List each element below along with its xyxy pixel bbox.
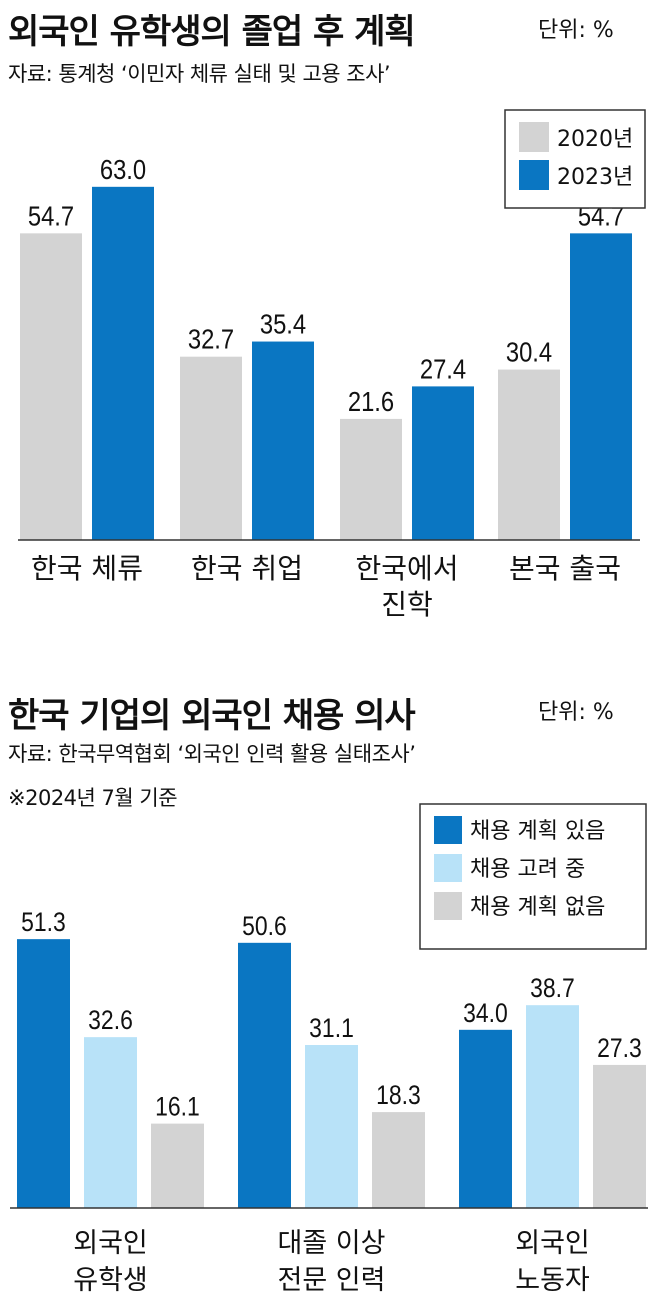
- bar: [412, 386, 474, 540]
- legend-swatch: [519, 160, 549, 190]
- unit-label: 단위: %: [538, 700, 614, 725]
- data-label: 18.3: [376, 1080, 421, 1110]
- bar: [238, 942, 291, 1208]
- data-label: 63.0: [100, 153, 146, 185]
- legend-label: 채용 계획 없음: [470, 895, 605, 920]
- legend-swatch: [434, 892, 462, 920]
- data-label: 31.1: [309, 1013, 354, 1043]
- bar: [20, 233, 82, 540]
- category-label: 진학: [381, 588, 433, 621]
- unit-label: 단위: %: [538, 18, 614, 43]
- category-label: 본국 출국: [509, 552, 621, 585]
- category-label: 외국인: [515, 1228, 590, 1259]
- data-label: 32.6: [88, 1005, 133, 1035]
- bar: [526, 1005, 579, 1208]
- data-label: 54.7: [28, 199, 74, 231]
- bar-chart-graduation-plans: 54.7 63.0 한국 체류 32.7 35.4 한국 취업 21.6 27.4 한국에서진학…: [18, 109, 646, 621]
- legend-swatch: [434, 816, 462, 844]
- category-label: 한국 취업: [191, 552, 303, 585]
- bar: [180, 356, 242, 540]
- legend-label: 2023년: [557, 165, 633, 190]
- bar-group: 51.3 32.6 16.1: [17, 907, 204, 1208]
- category-label: 한국에서: [355, 552, 458, 585]
- data-label: 27.3: [597, 1033, 642, 1063]
- category-label: 전문 인력: [278, 1265, 386, 1295]
- legend-label: 2020년: [557, 127, 633, 152]
- data-label: 27.4: [420, 353, 466, 385]
- bar-group: 54.7 63.0: [20, 153, 154, 540]
- bar: [84, 1037, 137, 1208]
- bar: [151, 1123, 204, 1208]
- source-label: 자료: 한국무역협회 ‘외국인 인력 활용 실태조사’: [8, 742, 416, 766]
- bar: [593, 1064, 646, 1208]
- data-label: 16.1: [155, 1092, 200, 1122]
- data-label: 21.6: [348, 385, 394, 417]
- source-label: 자료: 통계청 ‘이민자 체류 실태 및 고용 조사’: [8, 62, 391, 86]
- data-label: 38.7: [530, 973, 575, 1003]
- bar-group: 32.7 35.4: [180, 308, 314, 540]
- bar-group: 21.6 27.4: [340, 353, 474, 540]
- data-label: 51.3: [21, 907, 66, 937]
- category-label: 외국인: [73, 1228, 148, 1259]
- category-label: 대졸 이상: [278, 1228, 386, 1259]
- legend: 2020년 2023년: [504, 109, 646, 209]
- chart-title: 한국 기업의 외국인 채용 의사: [8, 696, 416, 736]
- chart-panel-graduation-plans: 외국인 유학생의 졸업 후 계획 단위: % 자료: 통계청 ‘이민자 체류 실…: [0, 0, 657, 640]
- chart-panel-hiring-intent: 한국 기업의 외국인 채용 의사 단위: % 자료: 한국무역협회 ‘외국인 인…: [0, 670, 657, 1295]
- bar: [372, 1112, 425, 1208]
- note-label: ※2024년 7월 기준: [8, 786, 178, 810]
- bar-group: 50.6 31.1 18.3: [238, 911, 425, 1208]
- bar: [459, 1029, 512, 1208]
- legend-swatch: [519, 122, 549, 152]
- bar: [252, 341, 314, 540]
- chart-title: 외국인 유학생의 졸업 후 계획: [8, 12, 416, 52]
- bar: [92, 186, 154, 540]
- category-label: 한국 체류: [31, 552, 143, 585]
- bar: [340, 418, 402, 540]
- bar-group: 34.0 38.7 27.3: [459, 973, 646, 1208]
- legend-swatch: [434, 854, 462, 882]
- bar: [570, 233, 632, 540]
- bar: [305, 1045, 358, 1208]
- data-label: 50.6: [242, 911, 287, 941]
- data-label: 35.4: [260, 308, 306, 340]
- data-label: 32.7: [188, 323, 234, 355]
- data-label: 30.4: [506, 336, 552, 368]
- legend-label: 채용 고려 중: [470, 857, 585, 882]
- category-label: 유학생: [73, 1265, 148, 1295]
- bar-group: 30.454.7: [498, 199, 632, 540]
- bar: [498, 369, 560, 540]
- data-label: 34.0: [463, 998, 508, 1028]
- legend-label: 채용 계획 있음: [470, 819, 605, 844]
- category-label: 노동자: [515, 1265, 590, 1295]
- bar: [17, 939, 70, 1208]
